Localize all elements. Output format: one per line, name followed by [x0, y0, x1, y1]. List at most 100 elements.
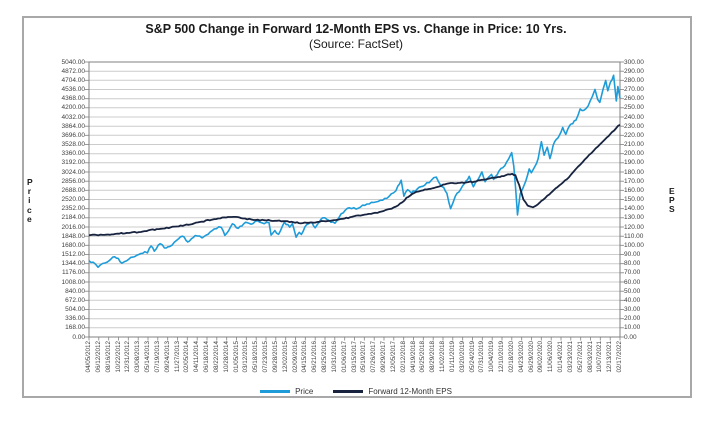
- x-axis-tick-label: 02/09/2016: [291, 341, 299, 373]
- y-axis-tick-label: 3024.00: [61, 168, 86, 176]
- left-axis-title: Price: [27, 177, 33, 224]
- x-axis-tick-label: 06/25/2018: [419, 341, 427, 373]
- y-axis-tick-label: 260.00: [624, 95, 644, 103]
- y-axis-tick-label: 220.00: [624, 131, 644, 139]
- y-axis-tick-label: 1344.00: [61, 260, 86, 268]
- y-axis-tick-label: 672.00: [65, 296, 85, 304]
- y-axis-tick-label: 2184.00: [61, 214, 86, 222]
- chart-frame: [22, 16, 692, 398]
- y-axis-tick-label: 2016.00: [61, 223, 86, 231]
- x-axis-tick-label: 05/24/2019: [468, 341, 476, 373]
- y-axis-tick-label: 1680.00: [61, 241, 86, 249]
- x-axis-tick-label: 08/22/2014: [212, 341, 220, 373]
- x-axis-tick-label: 05/18/2015: [252, 341, 260, 373]
- x-axis-tick-label: 12/05/2017: [389, 341, 397, 373]
- y-axis-tick-label: 90.00: [624, 251, 641, 258]
- x-axis-tick-label: 09/02/2020: [537, 341, 545, 373]
- x-axis-tick-label: 12/31/2012: [124, 341, 132, 373]
- x-axis-tick-label: 12/02/2015: [281, 341, 289, 373]
- x-axis-tick-label: 01/06/2017: [340, 341, 348, 373]
- eps-line: [88, 124, 621, 237]
- chart-subtitle: (Source: FactSet): [308, 37, 404, 51]
- x-axis-tick-label: 03/20/2019: [458, 341, 466, 373]
- y-axis-tick-label: 160.00: [624, 186, 644, 194]
- y-axis-tick-label: 280.00: [624, 76, 644, 84]
- eps-line-swatch-icon: [333, 389, 364, 393]
- x-axis-tick-label: 07/23/2015: [262, 341, 269, 373]
- y-axis-tick-label: 110.00: [624, 232, 644, 240]
- y-axis-tick-label: 3528.00: [61, 141, 86, 148]
- y-axis-tick-label: 130.00: [624, 214, 644, 222]
- y-axis-tick-label: 270.00: [624, 86, 644, 93]
- x-axis-tick-label: 08/25/2016: [321, 341, 328, 373]
- y-axis-tick-label: 190.00: [624, 159, 644, 167]
- y-axis-tick-label: 150.00: [624, 196, 644, 203]
- y-axis-tick-label: 40.00: [624, 296, 641, 304]
- y-axis-tick-label: 180.00: [624, 168, 644, 176]
- legend-label-price: Price: [295, 386, 314, 396]
- y-axis-tick-label: 120.00: [624, 223, 644, 231]
- y-axis-tick-label: 2688.00: [61, 186, 86, 194]
- x-axis-tick-label: 02/12/2018: [399, 341, 407, 373]
- legend: Price Forward 12-Month EPS: [24, 385, 688, 397]
- x-axis-tick-label: 03/15/2017: [350, 341, 358, 373]
- y-axis-tick-label: 3696.00: [61, 131, 86, 139]
- x-axis-tick-label: 11/27/2013: [173, 341, 181, 373]
- y-axis-tick-label: 10.00: [624, 324, 641, 332]
- y-axis-tick-label: 1848.00: [61, 232, 86, 240]
- y-axis-tick-label: 20.00: [624, 315, 641, 323]
- y-axis-tick-label: 0.00: [624, 333, 637, 341]
- x-axis-tick-label: 10/28/2014: [222, 341, 230, 373]
- y-axis-tick-label: 4368.00: [61, 95, 86, 103]
- y-axis-tick-label: 250.00: [624, 104, 644, 112]
- x-axis-tick-label: 07/19/2013: [153, 341, 161, 373]
- y-axis-tick-label: 200.00: [624, 150, 644, 158]
- y-axis-tick-label: 30.00: [624, 306, 641, 313]
- x-axis-tick-label: 03/23/2021: [566, 341, 574, 373]
- x-axis-tick-label: 07/31/2019: [478, 341, 486, 373]
- legend-label-eps: Forward 12-Month EPS: [368, 386, 452, 396]
- y-axis-tick-label: 70.00: [624, 269, 641, 277]
- x-axis-tick-label: 12/13/2021: [606, 341, 614, 373]
- x-axis-tick-label: 06/12/2012: [94, 341, 102, 373]
- y-axis-tick-label: 300.00: [624, 58, 644, 66]
- y-axis-tick-label: 170.00: [624, 177, 644, 185]
- x-axis-tick-label: 12/10/2019: [498, 341, 505, 373]
- chart-title: S&P 500 Change in Forward 12-Month EPS v…: [145, 22, 567, 36]
- y-axis-tick-label: 1008.00: [61, 278, 86, 286]
- x-axis-tick-label: 04/15/2016: [301, 341, 309, 373]
- y-axis-tick-label: 4872.00: [61, 67, 86, 75]
- x-axis-tick-label: 01/05/2015: [232, 341, 240, 373]
- x-axis-tick-label: 08/29/2018: [429, 341, 437, 373]
- y-axis-tick-label: 4536.00: [61, 86, 86, 93]
- y-axis-tick-label: 5040.00: [61, 58, 86, 66]
- y-axis-tick-label: 504.00: [65, 306, 85, 313]
- y-axis-tick-label: 0.00: [72, 333, 85, 341]
- price-line: [88, 74, 621, 269]
- x-axis-tick-label: 05/14/2013: [144, 341, 151, 373]
- y-axis-tick-label: 3864.00: [61, 122, 86, 130]
- y-axis-tick-label: 2856.00: [61, 177, 86, 185]
- y-axis-tick-label: 2520.00: [61, 196, 86, 203]
- x-axis-tick-label: 09/28/2015: [271, 341, 279, 373]
- y-axis-tick-label: 4032.00: [61, 113, 86, 121]
- y-axis-tick-label: 210.00: [624, 141, 644, 148]
- x-axis-tick-label: 09/29/2017: [380, 341, 387, 373]
- x-axis-tick-label: 04/11/2014: [193, 341, 201, 373]
- right-axis-title: EPS: [669, 186, 675, 215]
- x-axis-tick-label: 10/31/2016: [330, 341, 338, 373]
- x-axis-tick-label: 02/17/2022: [616, 341, 623, 373]
- y-axis-tick-label: 4200.00: [61, 104, 86, 112]
- x-axis-tick-label: 10/04/2019: [488, 341, 496, 373]
- x-axis-tick-label: 02/18/2020: [507, 341, 515, 373]
- y-axis-tick-label: 80.00: [624, 260, 641, 268]
- y-axis-tick-label: 240.00: [624, 113, 644, 121]
- x-axis-tick-label: 11/02/2018: [439, 341, 446, 373]
- x-axis-tick-label: 09/24/2013: [163, 341, 171, 373]
- x-axis-tick-label: 04/23/2020: [517, 341, 525, 373]
- y-axis-tick-label: 140.00: [624, 205, 644, 213]
- x-axis-tick-label: 01/11/2019: [448, 341, 456, 373]
- y-axis-tick-label: 4704.00: [61, 76, 86, 84]
- y-axis-tick-label: 1512.00: [61, 251, 86, 258]
